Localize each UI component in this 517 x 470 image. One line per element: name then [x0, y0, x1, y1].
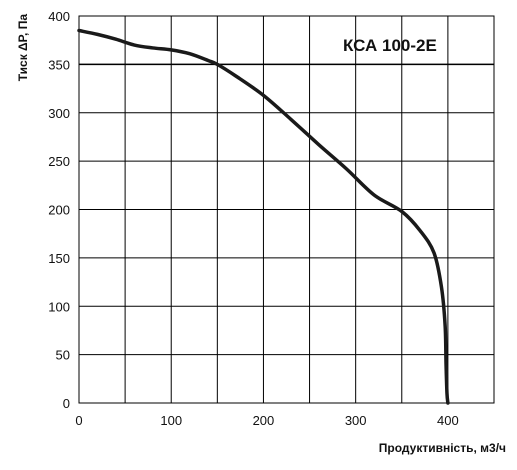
data-point: [207, 59, 210, 62]
data-point: [290, 118, 293, 121]
data-point: [440, 285, 443, 288]
y-tick-label: 200: [48, 203, 70, 218]
plot-border: [78, 15, 495, 404]
series-line: [77, 28, 450, 405]
x-tick-label: 100: [160, 413, 182, 428]
data-point: [262, 94, 265, 97]
data-point: [345, 167, 348, 170]
data-point: [170, 48, 173, 51]
y-tick-label: 350: [48, 57, 70, 72]
data-point: [151, 46, 154, 49]
data-point: [114, 38, 117, 41]
data-point: [445, 363, 448, 366]
y-tick-label: 50: [56, 348, 70, 363]
x-tick-label: 400: [437, 413, 459, 428]
data-point: [216, 63, 219, 66]
x-tick-label: 0: [75, 413, 82, 428]
data-point: [96, 33, 99, 36]
data-point: [188, 52, 191, 55]
y-tick-labels: 0 50 100 150 200 250 300 350 400: [48, 9, 70, 411]
y-tick-label: 300: [48, 106, 70, 121]
y-tick-label: 250: [48, 154, 70, 169]
x-tick-label: 300: [345, 413, 367, 428]
data-point: [444, 324, 447, 327]
data-point: [78, 29, 81, 32]
chart-title: КСА 100-2E: [343, 36, 437, 55]
y-axis-label: Тиск ΔР, Па: [16, 14, 30, 82]
data-point: [234, 74, 237, 77]
data-point: [400, 210, 403, 213]
y-tick-label: 150: [48, 251, 70, 266]
x-axis-label: Продуктивність, м3/ч: [379, 441, 506, 455]
y-tick-label: 100: [48, 299, 70, 314]
y-tick-label: 400: [48, 9, 70, 24]
data-point: [419, 229, 422, 232]
data-point: [317, 143, 320, 146]
data-point: [446, 402, 449, 405]
data-point: [445, 392, 448, 395]
data-point: [373, 193, 376, 196]
data-point: [133, 44, 136, 47]
y-tick-label: 0: [63, 396, 70, 411]
x-tick-labels: 0 100 200 300 400: [75, 413, 458, 428]
x-tick-label: 200: [253, 413, 275, 428]
data-point: [433, 252, 436, 255]
